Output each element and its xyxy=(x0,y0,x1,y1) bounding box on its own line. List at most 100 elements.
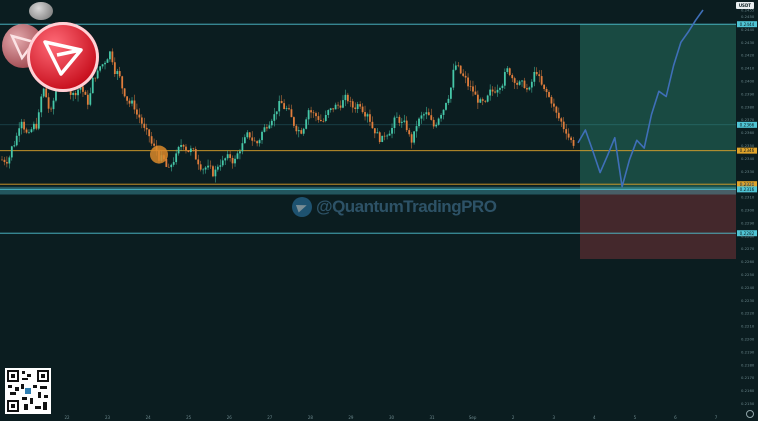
candle-body xyxy=(297,130,300,132)
candle-body xyxy=(400,121,403,123)
candle-body xyxy=(447,98,450,103)
candle-body xyxy=(219,165,222,167)
candle-body xyxy=(418,118,420,127)
time-tick-label: 27 xyxy=(267,415,273,420)
watermark: @QuantumTradingPRO xyxy=(292,197,497,217)
candle-body xyxy=(305,119,308,129)
candle-body xyxy=(548,92,550,97)
candle-body xyxy=(457,65,460,67)
candle-body xyxy=(106,59,109,63)
qr-code xyxy=(5,368,51,414)
tron-coin-large-icon xyxy=(27,22,99,92)
price-tick-label: 0.2440 xyxy=(741,27,755,32)
candle-body xyxy=(354,107,357,109)
candle-body xyxy=(565,129,568,134)
candle-body xyxy=(459,65,462,74)
time-tick-label: 7 xyxy=(715,415,718,420)
time-tick-label: 4 xyxy=(593,415,596,420)
price-tag-label-entry: 0.2316 xyxy=(740,187,755,192)
time-tick-label: 5 xyxy=(634,415,637,420)
candle-body xyxy=(236,153,239,159)
time-tick-label: 2 xyxy=(512,415,515,420)
candle-body xyxy=(476,94,479,103)
price-tag-label-stop-lower: 0.2282 xyxy=(740,231,755,236)
candle-body xyxy=(516,82,519,85)
candle-body xyxy=(346,94,349,102)
candle-body xyxy=(293,117,295,126)
time-tick-label: 30 xyxy=(389,415,395,420)
settings-gear-icon[interactable] xyxy=(746,410,754,418)
price-tick-label: 0.2220 xyxy=(741,311,755,316)
price-tick-label: 0.2390 xyxy=(741,91,755,96)
candle-body xyxy=(234,158,236,164)
candle-body xyxy=(221,160,224,166)
candle-body xyxy=(283,103,285,110)
candle-body xyxy=(13,145,16,147)
candle-body xyxy=(42,88,45,97)
price-tag-support-1 xyxy=(737,147,757,154)
candle-body xyxy=(229,154,232,158)
price-tag-label-support-1: 0.2346 xyxy=(740,148,755,153)
candle-body xyxy=(231,157,234,164)
candle-body xyxy=(506,68,509,73)
candle-body xyxy=(197,159,200,165)
candle-body xyxy=(145,127,148,130)
horizontal-levels[interactable] xyxy=(0,23,736,234)
candle-body xyxy=(538,74,541,77)
candle-body xyxy=(467,77,469,87)
candle-body xyxy=(214,169,217,177)
qr-code-pattern xyxy=(7,370,49,412)
candle-body xyxy=(423,114,425,116)
candle-body xyxy=(275,111,278,115)
price-tick-label: 0.2380 xyxy=(741,104,755,109)
candle-body xyxy=(327,110,330,116)
candle-body xyxy=(383,135,386,137)
price-tick-label: 0.2300 xyxy=(741,208,755,213)
candle-body xyxy=(445,102,447,110)
candle-body xyxy=(170,164,173,168)
candle-body xyxy=(317,116,320,120)
price-tick-label: 0.2340 xyxy=(741,156,755,161)
price-tick-label: 0.2190 xyxy=(741,349,755,354)
candle-body xyxy=(261,131,263,141)
candle-body xyxy=(148,129,151,137)
candle-body xyxy=(312,112,315,114)
candle-body xyxy=(329,108,332,111)
candle-body xyxy=(437,118,440,125)
candle-body xyxy=(526,88,528,90)
candle-body xyxy=(489,89,492,96)
position-zones xyxy=(0,24,736,260)
candle-body xyxy=(165,158,168,167)
time-tick-label: 26 xyxy=(227,415,233,420)
candle-body xyxy=(369,114,371,122)
candle-body xyxy=(131,100,133,104)
projection-path xyxy=(577,9,704,188)
price-tag-support-2 xyxy=(737,181,757,188)
candle-body xyxy=(344,94,347,101)
currency-badge[interactable]: USDT xyxy=(735,2,754,9)
candle-body xyxy=(96,70,99,79)
price-tick-label: 0.2160 xyxy=(741,388,755,393)
candle-body xyxy=(84,91,87,95)
candle-body xyxy=(521,80,523,82)
candle-body xyxy=(469,86,472,87)
candle-body xyxy=(315,113,317,117)
candle-body xyxy=(207,165,209,168)
candle-body xyxy=(366,114,369,117)
candle-body xyxy=(570,137,572,141)
candle-body xyxy=(530,81,533,88)
time-axis[interactable]: 22 23 24 25 26 27 28 29 30 31 Sep 2 3 4 5 6 7 xyxy=(64,415,717,420)
time-tick-label: 6 xyxy=(674,415,677,420)
candle-body xyxy=(545,88,548,93)
time-tick-label: Sep xyxy=(469,415,477,420)
candle-body xyxy=(295,125,298,132)
candle-body xyxy=(20,121,23,129)
entry-band xyxy=(0,186,736,195)
candle-body xyxy=(167,166,170,168)
candle-body xyxy=(511,75,514,79)
price-tag-current xyxy=(737,121,757,128)
candle-body xyxy=(472,86,474,92)
